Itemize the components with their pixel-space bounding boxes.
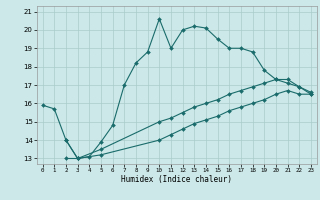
X-axis label: Humidex (Indice chaleur): Humidex (Indice chaleur): [121, 175, 232, 184]
